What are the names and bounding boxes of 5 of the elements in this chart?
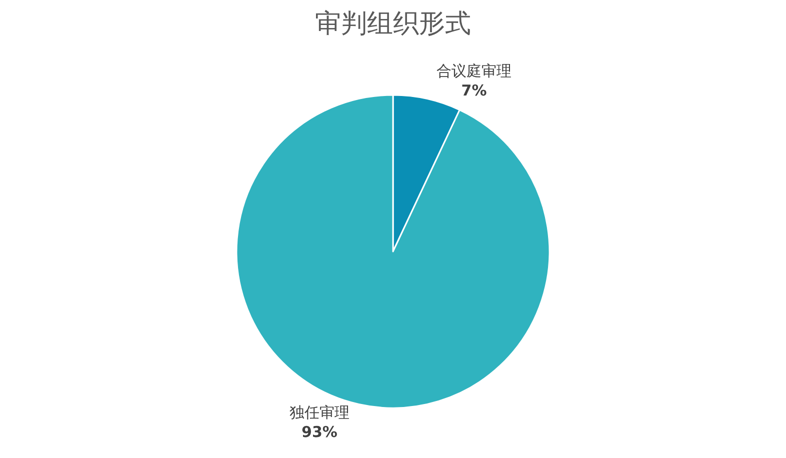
slice-label: 独任审理 (289, 403, 350, 422)
slice-label: 合议庭审理 (436, 62, 512, 80)
data-label: 7% (461, 82, 487, 100)
chart-title: 审判组织形式 (315, 8, 471, 39)
data-label: 93% (302, 422, 338, 441)
